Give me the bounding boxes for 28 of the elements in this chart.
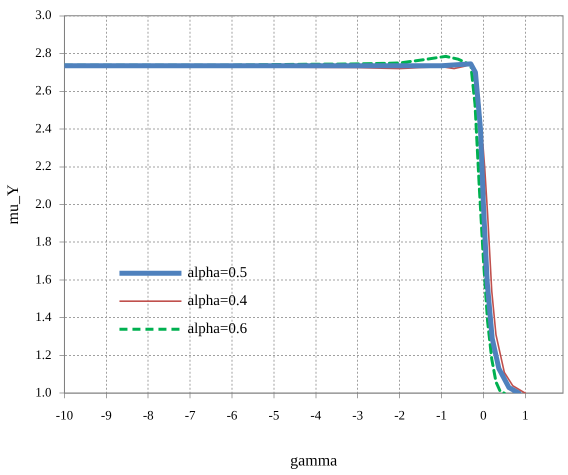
x-tick-label: -10 (56, 407, 74, 422)
x-tick-label: 0 (480, 407, 487, 422)
y-axis-title: mu_Y (4, 184, 22, 224)
y-tick-label: 2.4 (35, 120, 52, 136)
x-tick-label: -3 (352, 407, 364, 422)
y-tick-label: 2.0 (35, 196, 52, 211)
legend-label: alpha=0.6 (187, 321, 248, 338)
x-tick-label: -7 (184, 407, 196, 422)
x-tick-label: -1 (436, 407, 447, 422)
y-tick-label: 1.4 (35, 309, 52, 324)
y-tick-label: 1.8 (35, 234, 52, 249)
x-tick-label: -2 (394, 407, 406, 422)
x-tick-label: -9 (100, 407, 112, 422)
y-tick-label: 2.2 (35, 158, 52, 174)
legend-label: alpha=0.5 (187, 265, 248, 282)
x-tick-label: -6 (226, 407, 238, 422)
legend-label: alpha=0.4 (187, 293, 248, 310)
x-tick-label: -5 (268, 407, 280, 422)
x-axis-title: gamma (290, 452, 338, 470)
y-tick-label: 2.8 (35, 44, 52, 60)
y-tick-label: 1.0 (35, 384, 52, 400)
x-tick-label: 1 (522, 407, 529, 422)
x-tick-label: -8 (142, 407, 154, 422)
y-tick-label: 2.6 (35, 82, 52, 98)
y-tick-label: 1.2 (35, 346, 52, 362)
x-tick-label: -4 (310, 407, 322, 422)
y-tick-label: 3.0 (35, 7, 52, 22)
y-tick-label: 1.6 (35, 271, 52, 286)
